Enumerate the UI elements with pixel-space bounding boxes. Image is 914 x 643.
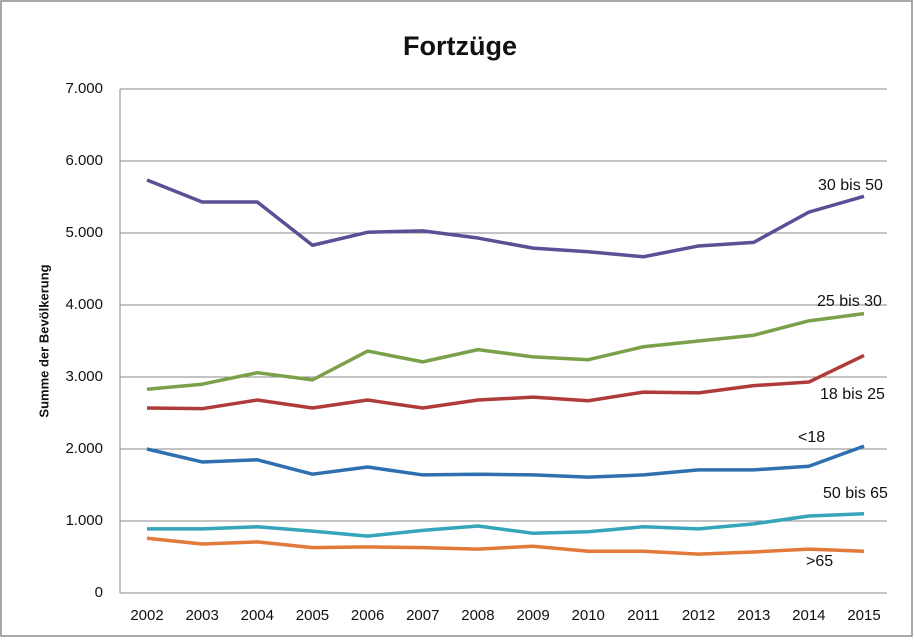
y-axis-label: Summe der Bevölkerung xyxy=(36,264,51,417)
series-line xyxy=(146,353,865,411)
y-tick-label: 4.000 xyxy=(65,296,103,313)
chart-title: Fortzüge xyxy=(403,31,517,61)
series-label: >65 xyxy=(806,553,833,570)
series-line xyxy=(147,512,865,538)
x-tick-label: 2009 xyxy=(516,607,549,624)
series-line xyxy=(146,444,865,479)
x-tick-label: 2007 xyxy=(406,607,439,624)
y-tick-label: 1.000 xyxy=(65,512,103,529)
x-tick-label: 2005 xyxy=(296,607,329,624)
x-tick-label: 2011 xyxy=(627,607,659,624)
series-label: 18 bis 25 xyxy=(820,386,885,403)
x-tick-label: 2006 xyxy=(351,607,384,624)
x-tick-label: 2014 xyxy=(792,607,825,624)
y-tick-label: 7.000 xyxy=(65,80,103,97)
x-tick-label: 2008 xyxy=(461,607,494,624)
series-label: 25 bis 30 xyxy=(817,293,882,310)
y-tick-label: 5.000 xyxy=(65,224,103,241)
series-line xyxy=(146,311,865,391)
series-label: <18 xyxy=(798,429,825,446)
y-tick-label: 2.000 xyxy=(65,440,103,457)
x-tick-label: 2002 xyxy=(130,607,163,624)
series-line xyxy=(146,178,865,259)
series-label: 50 bis 65 xyxy=(823,485,888,502)
x-tick-label: 2012 xyxy=(682,607,715,624)
x-tick-label: 2015 xyxy=(847,607,880,624)
x-tick-label: 2013 xyxy=(737,607,770,624)
series-line xyxy=(146,536,865,556)
x-tick-label: 2010 xyxy=(572,607,605,624)
y-tick-label: 0 xyxy=(95,584,103,601)
series-label: 30 bis 50 xyxy=(818,177,883,194)
y-tick-label: 6.000 xyxy=(65,152,103,169)
x-tick-label: 2004 xyxy=(241,607,274,624)
x-tick-label: 2003 xyxy=(185,607,218,624)
y-tick-label: 3.000 xyxy=(65,368,103,385)
